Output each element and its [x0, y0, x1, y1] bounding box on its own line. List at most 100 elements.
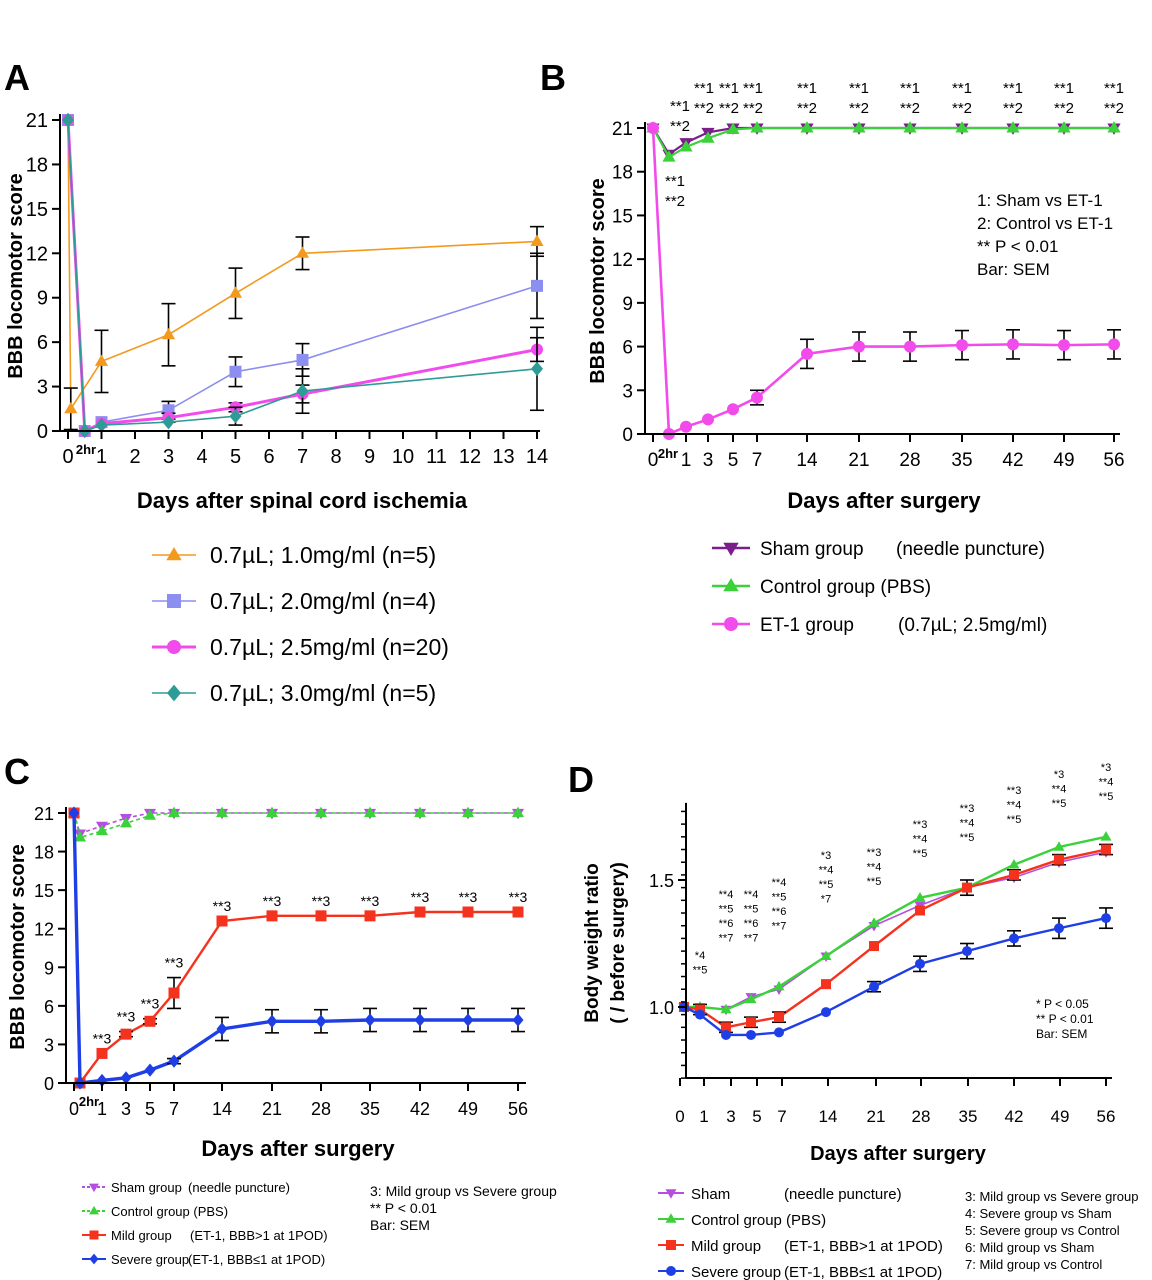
annotation: **1	[1054, 80, 1074, 97]
x-tick-label-2hr: 2hr	[79, 1094, 99, 1109]
y-tick-label: 12	[26, 243, 48, 265]
data-point	[956, 339, 968, 352]
legend-marker	[666, 1266, 676, 1276]
annotation: **4	[819, 865, 834, 877]
x-tick-label: 11	[426, 446, 447, 468]
x-tick-label: 28	[311, 1099, 331, 1119]
data-point	[315, 1014, 327, 1028]
data-point	[746, 1017, 756, 1028]
data-point	[229, 365, 242, 378]
annotation: **1	[670, 98, 690, 115]
data-point	[773, 980, 785, 991]
legend-detail: (needle puncture)	[784, 1186, 902, 1203]
x-tick-label: 35	[360, 1099, 380, 1119]
note-line: Bar: SEM	[977, 260, 1050, 279]
legend-marker	[167, 684, 181, 702]
comparison-note: 6: Mild group vs Sham	[965, 1240, 1094, 1255]
panel-letter-b: B	[540, 57, 566, 98]
legend-marker	[89, 1253, 99, 1265]
y-tick-label: 0	[622, 425, 633, 446]
data-point	[531, 279, 543, 292]
data-point	[962, 882, 972, 893]
data-point	[821, 1007, 831, 1018]
panel-c-xlabel: Days after surgery	[201, 1136, 395, 1161]
annotation: **3	[165, 955, 184, 971]
data-point	[1006, 121, 1020, 133]
x-tick-label: 0	[69, 1099, 79, 1119]
legend-detail: (ET-1, BBB≤1 at 1POD)	[188, 1252, 325, 1267]
data-point	[144, 1063, 156, 1077]
data-point	[914, 892, 926, 902]
comparison-note: 3: Mild group vs Severe group	[965, 1189, 1138, 1204]
panel-b-legend: Sham group (needle puncture) Control group…	[712, 539, 1047, 636]
panel-c-legend: Sham group (needle puncture) Control group…	[82, 1180, 328, 1267]
annotation: *3	[1101, 762, 1111, 774]
x-tick-label: 49	[458, 1099, 478, 1119]
data-point	[745, 993, 757, 1004]
data-point	[161, 327, 176, 340]
data-point	[296, 383, 309, 399]
data-point	[1008, 859, 1020, 869]
note-line: ** P < 0.01	[1036, 1012, 1094, 1026]
x-tick-label: 49	[1051, 1107, 1070, 1126]
legend-label: 0.7µL; 1.0mg/ml (n=5)	[210, 542, 436, 568]
legend-marker	[89, 1205, 99, 1215]
x-tick-label: 14	[212, 1099, 232, 1119]
x-tick-label: 7	[777, 1107, 786, 1126]
legend-marker	[665, 1213, 677, 1223]
annotation: **4	[867, 862, 882, 874]
annotation: **3	[141, 996, 160, 1012]
panel-a-legend: 0.7µL; 1.0mg/ml (n=5) 0.7µL; 2.0mg/ml (n=…	[152, 542, 449, 706]
annotation: **4	[960, 818, 975, 830]
y-tick-label: 15	[26, 199, 48, 221]
series-line	[73, 812, 518, 835]
legend-label: Sham group	[111, 1180, 182, 1195]
y-tick-label: 18	[26, 154, 48, 176]
data-point	[1057, 121, 1071, 133]
series-2	[647, 122, 1121, 440]
series-line	[72, 812, 518, 1085]
annotation: **3	[263, 893, 282, 909]
data-point	[266, 1014, 278, 1028]
legend-label: 0.7µL; 2.5mg/ml (n=20)	[210, 634, 449, 660]
data-point	[414, 906, 426, 918]
x-tick-label: 0	[648, 450, 659, 471]
note-line: 2: Control vs ET-1	[977, 214, 1113, 233]
data-point	[1007, 338, 1019, 351]
y-tick-label: 3	[44, 1035, 54, 1055]
data-point	[512, 1013, 524, 1027]
legend-marker	[665, 1189, 677, 1199]
panel-d-comparison-notes: 3: Mild group vs Severe group 4: Severe g…	[965, 1189, 1138, 1272]
data-point	[295, 246, 310, 258]
panel-b-xlabel: Days after surgery	[787, 488, 981, 513]
note-line: Bar: SEM	[1036, 1027, 1087, 1041]
annotation: **1	[1003, 80, 1023, 97]
legend-label: ET-1 group	[760, 615, 854, 636]
series-line	[73, 812, 518, 839]
x-tick-label: 6	[263, 446, 274, 468]
y-tick-label: 12	[34, 920, 54, 940]
data-point	[363, 806, 377, 818]
series-0	[61, 113, 544, 431]
series-0	[646, 123, 1121, 162]
data-point	[1101, 844, 1111, 855]
annotation: **2	[665, 193, 685, 210]
data-point	[364, 910, 376, 922]
data-point	[530, 234, 544, 246]
data-point	[720, 1003, 732, 1014]
series-line	[652, 126, 1114, 159]
note-line: ** P < 0.01	[977, 237, 1058, 256]
annotation: **2	[797, 100, 817, 117]
comparison-note: 5: Severe group vs Control	[965, 1223, 1120, 1238]
data-point	[750, 121, 764, 133]
series-line	[652, 126, 1114, 156]
data-point	[702, 413, 714, 426]
data-point	[869, 941, 879, 952]
annotation: **3	[1007, 785, 1022, 797]
x-tick-label: 0	[62, 446, 73, 468]
x-tick-label: 13	[492, 446, 514, 468]
data-point	[168, 987, 180, 999]
data-point	[821, 979, 831, 990]
legend-marker	[167, 640, 181, 654]
